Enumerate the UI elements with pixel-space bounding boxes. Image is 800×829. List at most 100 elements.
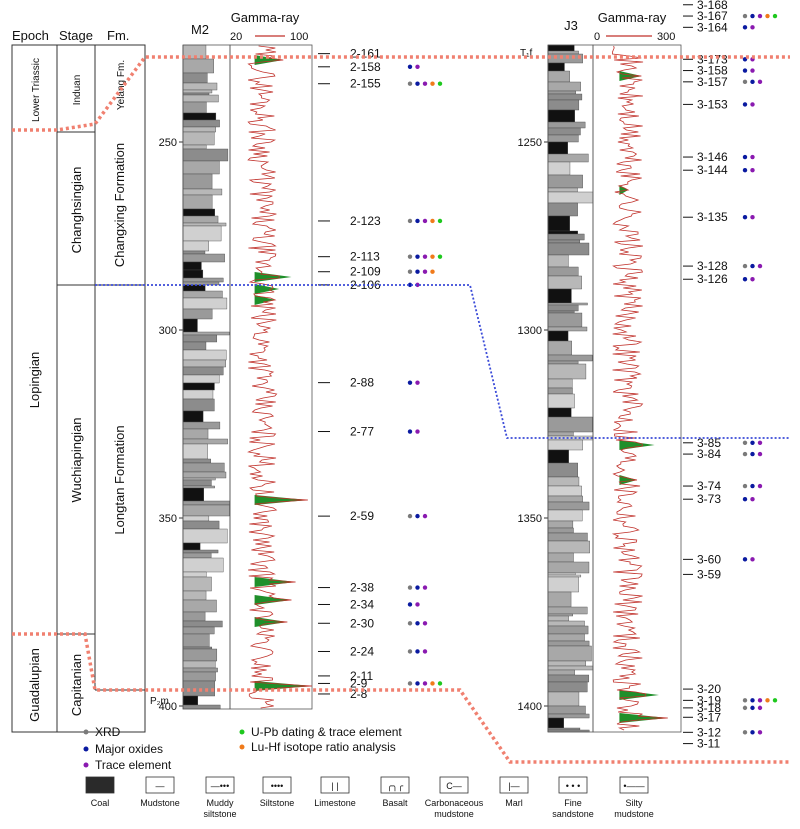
coal-bed — [182, 695, 199, 706]
lithology-label: Mudstone — [140, 798, 180, 808]
depth-tick-label: 250 — [159, 137, 177, 149]
lithology-swatch-fine: • • • — [558, 776, 588, 794]
lithology-bed — [182, 599, 217, 613]
lithology-bed — [182, 660, 216, 669]
sample-xrd-dot — [407, 681, 413, 686]
lithology-swatch-coal — [85, 776, 115, 794]
sample-trace-dot — [422, 513, 428, 519]
sample-major-dot — [750, 13, 755, 19]
sample-trace-dot — [422, 585, 428, 590]
depth-tick-label: 1400 — [518, 701, 542, 713]
lithology-bed — [182, 366, 224, 376]
lithology-bed — [547, 640, 590, 647]
sample-row: 2-30 — [318, 616, 428, 630]
svg-text:• • •: • • • — [566, 781, 580, 791]
sample-xrd-dot — [742, 451, 748, 457]
sample-major-dot — [750, 483, 755, 489]
gamma-m2-max: 100 — [290, 31, 308, 43]
sample-major-dot — [415, 254, 420, 259]
lithology-bed — [182, 611, 206, 622]
sample-trace-dot — [757, 451, 763, 457]
stage-capitanian: Capitanian — [69, 654, 84, 716]
lithology-bed — [547, 304, 579, 312]
lithology-bed — [182, 438, 228, 445]
sample-major-dot — [415, 269, 420, 274]
coal-bed — [182, 542, 201, 551]
lithology-bed — [182, 222, 227, 227]
sample-row: 3-85 — [683, 436, 763, 450]
well-j3-title: J3 — [564, 18, 578, 33]
sample-label: 3-164 — [697, 20, 728, 34]
sample-major-dot — [750, 79, 755, 85]
correlation-line-bottom — [12, 632, 790, 764]
sample-major-dot — [415, 681, 420, 686]
lithology-bed — [547, 495, 583, 503]
lithology-bed — [182, 477, 216, 481]
sample-major-dot — [742, 102, 748, 107]
sample-label: 2-24 — [350, 644, 374, 658]
sample-label: 3-168 — [697, 0, 728, 12]
lithology-bed — [182, 704, 221, 710]
lithology-bed — [182, 648, 218, 662]
lithology-bed — [547, 416, 593, 433]
sample-lu-dot — [765, 13, 770, 19]
lithology-bed — [547, 439, 583, 451]
sample-row: 3-153 — [683, 97, 755, 111]
gamma-peak-fill — [254, 272, 292, 282]
coal-bed — [547, 230, 578, 235]
sample-label: 3-128 — [697, 259, 728, 273]
sample-major-dot — [407, 602, 413, 607]
sample-label: 3-17 — [697, 710, 721, 724]
lithology-bed — [182, 290, 223, 299]
sample-xrd-dot — [742, 698, 748, 703]
lithology-bed — [182, 443, 208, 460]
sample-major-dot — [415, 585, 420, 590]
lithology-bed — [547, 552, 574, 563]
sample-row: 3-128 — [683, 259, 763, 273]
svg-text:—•••: —••• — [211, 781, 229, 791]
sample-trace-dot — [750, 497, 755, 502]
depth-tick-label: 300 — [159, 325, 177, 337]
sample-major-dot — [415, 649, 420, 654]
sample-label: 2-59 — [350, 509, 374, 523]
lithology-bed — [547, 242, 590, 256]
lithology-bed — [547, 53, 583, 64]
sample-label: 3-146 — [697, 150, 728, 164]
sample-trace-dot — [757, 698, 763, 703]
sample-major-dot — [750, 263, 755, 269]
sample-major-dot — [750, 440, 755, 445]
lithology-bed — [547, 275, 582, 290]
coal-bed — [547, 330, 569, 342]
lithology-bed — [182, 331, 230, 336]
lithology-bed — [547, 606, 588, 615]
lithology-bed — [547, 674, 590, 683]
lithology-bed — [547, 485, 582, 497]
lithology-bed — [182, 160, 220, 175]
sample-row: 2-38 — [318, 581, 428, 595]
gamma-peak-fill — [619, 690, 659, 700]
lithology-bed — [547, 202, 578, 217]
formation-yelang: Yelang Fm. — [116, 60, 127, 110]
gamma-frame-m2 — [229, 44, 313, 710]
sample-row: 3-167 — [683, 9, 778, 23]
legend-trace-dot — [83, 762, 89, 768]
sample-trace-dot — [757, 79, 763, 85]
lithology-bed — [182, 667, 218, 673]
lithology-bed — [182, 173, 213, 190]
lithology-bed — [547, 540, 590, 554]
coal-bed — [547, 109, 575, 123]
coal-bed — [182, 284, 206, 292]
lithology-bed — [182, 194, 213, 210]
sample-xrd-dot — [742, 440, 748, 445]
coal-bed — [182, 261, 202, 271]
sample-xrd-dot — [407, 513, 413, 519]
sample-major-dot — [750, 451, 755, 457]
lithology-bed — [182, 515, 210, 522]
sample-trace-dot — [415, 282, 420, 288]
formation-changxing: Changxing Formation — [112, 143, 127, 267]
sample-major-dot — [407, 429, 413, 434]
lithology-bed — [547, 501, 590, 511]
coal-bed — [547, 288, 572, 304]
lithology-bed — [547, 302, 588, 306]
sample-xrd-dot — [407, 269, 413, 274]
